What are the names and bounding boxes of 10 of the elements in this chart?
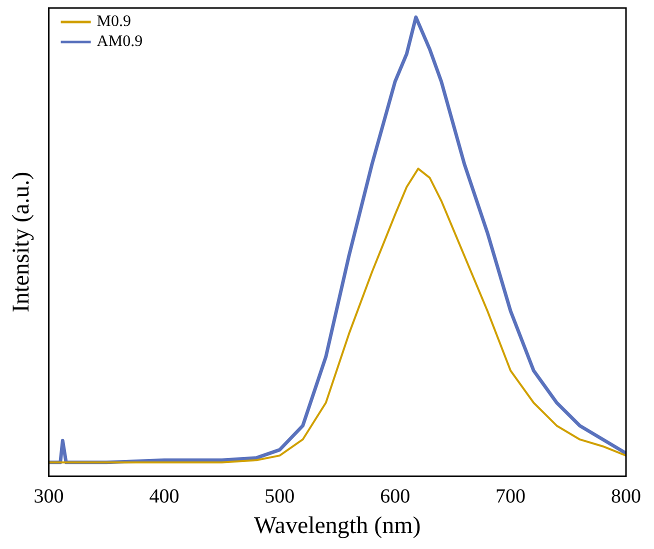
x-tick-label: 300 bbox=[34, 485, 64, 508]
x-tick-label: 600 bbox=[380, 485, 410, 508]
legend-label: AM0.9 bbox=[96, 33, 143, 50]
x-tick-label: 400 bbox=[149, 485, 180, 508]
x-axis-title: Wavelength (nm) bbox=[254, 512, 421, 539]
legend-label: M0.9 bbox=[96, 13, 132, 30]
x-tick-label: 500 bbox=[264, 485, 295, 508]
y-axis-title: Intensity (a.u.) bbox=[8, 172, 35, 312]
x-tick-label: 700 bbox=[496, 485, 526, 508]
x-tick-label: 800 bbox=[611, 485, 641, 508]
